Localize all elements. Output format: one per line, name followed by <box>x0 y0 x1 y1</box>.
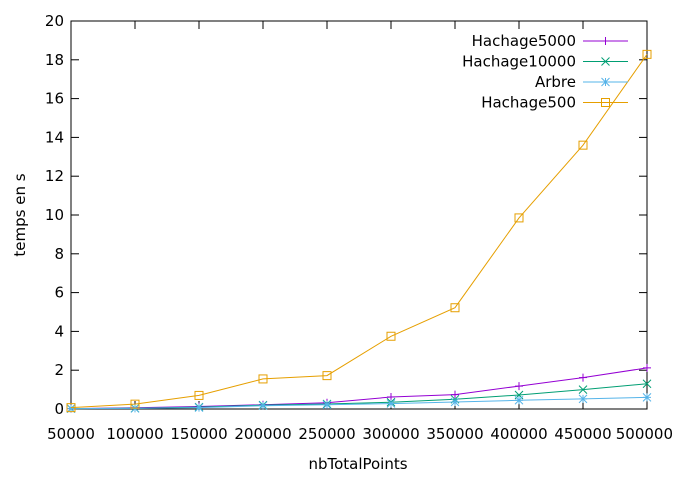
legend-item: Hachage500 <box>481 94 628 112</box>
data-point <box>258 374 268 384</box>
y-tick-label: 14 <box>45 128 64 146</box>
series-line <box>70 54 648 409</box>
series-line <box>70 367 648 410</box>
y-tick-label: 4 <box>54 322 64 340</box>
legend-label: Hachage500 <box>481 94 576 112</box>
y-tick-label: 0 <box>54 400 64 418</box>
y-tick-label: 12 <box>45 167 64 185</box>
x-tick-label: 150000 <box>170 425 227 443</box>
series-hachage5000 <box>67 363 651 413</box>
legend-label: Hachage10000 <box>462 53 576 71</box>
x-tick-label: 300000 <box>362 425 419 443</box>
x-tick-label: 50000 <box>47 425 95 443</box>
legend-label: Arbre <box>535 73 576 91</box>
data-point <box>514 213 524 223</box>
y-tick-label: 16 <box>45 90 64 108</box>
data-point <box>66 403 76 413</box>
data-point <box>579 373 587 382</box>
y-tick-label: 2 <box>54 361 64 379</box>
series-line <box>70 383 648 410</box>
x-tick-label: 450000 <box>554 425 611 443</box>
x-tick-label: 250000 <box>298 425 355 443</box>
data-point <box>642 379 652 389</box>
data-point <box>643 363 651 372</box>
data-point <box>578 385 588 394</box>
data-point <box>258 401 268 411</box>
series-line <box>70 396 648 410</box>
data-point <box>130 399 140 409</box>
data-point <box>578 140 588 150</box>
legend-marker <box>601 57 610 66</box>
data-point <box>322 400 332 410</box>
data-point <box>194 390 204 400</box>
y-axis: 0 2 4 6 8 10 12 14 16 18 20 <box>45 12 647 418</box>
legend-item: Arbre <box>535 73 628 91</box>
x-tick-label: 400000 <box>490 425 547 443</box>
y-tick-label: 18 <box>45 51 64 69</box>
y-axis-label: temps en s <box>11 173 29 256</box>
data-point <box>450 303 460 313</box>
legend: Hachage5000 Hachage10000 Arbre Hachage500 <box>462 32 628 112</box>
x-axis: 50000 100000 150000 200000 250000 300000 35000… <box>47 21 673 443</box>
series-layer <box>66 49 652 413</box>
x-tick-label: 350000 <box>426 425 483 443</box>
y-tick-label: 8 <box>54 245 64 263</box>
data-point <box>386 331 396 341</box>
y-tick-label: 10 <box>45 206 64 224</box>
x-tick-label: 200000 <box>234 425 291 443</box>
legend-marker <box>601 77 610 87</box>
legend-item: Hachage10000 <box>462 53 628 71</box>
data-point <box>515 382 523 391</box>
data-point <box>642 49 652 59</box>
series-hachage500 <box>66 49 652 413</box>
series-arbre <box>66 393 652 413</box>
data-point <box>450 397 460 407</box>
x-axis-label: nbTotalPoints <box>308 455 407 473</box>
x-tick-label: 500000 <box>616 425 673 443</box>
y-tick-label: 20 <box>45 12 64 30</box>
data-point <box>578 394 588 404</box>
legend-marker <box>601 98 610 107</box>
y-tick-label: 6 <box>54 284 64 302</box>
x-tick-label: 100000 <box>106 425 163 443</box>
data-point <box>194 403 204 412</box>
legend-marker <box>601 37 610 45</box>
data-point <box>451 390 459 399</box>
data-point <box>322 371 332 381</box>
legend-item: Hachage5000 <box>472 32 628 50</box>
data-point <box>642 393 652 402</box>
legend-label: Hachage5000 <box>472 32 576 50</box>
data-point <box>386 399 396 408</box>
data-point <box>514 395 524 405</box>
